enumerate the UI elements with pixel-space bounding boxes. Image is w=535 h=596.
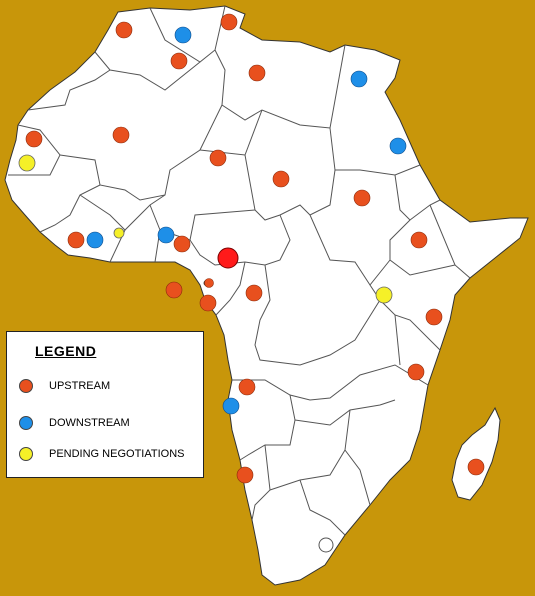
upstream-marker [410, 231, 428, 249]
legend-title: LEGEND [35, 343, 97, 359]
downstream-marker [86, 231, 104, 249]
madagascar [451, 406, 501, 501]
upstream-marker [407, 363, 425, 381]
upstream-marker [467, 458, 485, 476]
upstream-marker [67, 231, 85, 249]
legend-item-pending: PENDING NEGOTIATIONS [19, 446, 184, 462]
legend-item-upstream: UPSTREAM [19, 378, 110, 394]
upstream-dot-icon [19, 379, 33, 393]
upstream-marker [112, 126, 130, 144]
downstream-marker [350, 70, 368, 88]
upstream-marker [25, 130, 43, 148]
pending-marker [113, 227, 125, 239]
upstream-marker [115, 21, 133, 39]
lesotho [318, 537, 334, 553]
legend-label: DOWNSTREAM [49, 417, 130, 429]
downstream-dot-icon [19, 416, 33, 430]
legend-label: UPSTREAM [49, 380, 111, 392]
upstream-marker [220, 13, 238, 31]
downstream-marker [222, 397, 240, 415]
upstream-marker [238, 378, 256, 396]
upstream-marker [425, 308, 443, 326]
highlighted-upstream-marker [217, 247, 239, 269]
legend-label: PENDING NEGOTIATIONS [49, 448, 185, 460]
legend-item-downstream: DOWNSTREAM [19, 415, 130, 431]
upstream-marker [209, 149, 227, 167]
downstream-marker [174, 26, 192, 44]
upstream-markers [25, 13, 485, 484]
pending-marker [18, 154, 36, 172]
upstream-marker [204, 278, 214, 288]
legend-box: LEGEND UPSTREAM DOWNSTREAM PENDING NEGOT… [6, 331, 204, 478]
pending-markers [18, 154, 393, 304]
upstream-marker [236, 466, 254, 484]
upstream-marker [245, 284, 263, 302]
upstream-marker [173, 235, 191, 253]
country-borders [8, 5, 471, 536]
upstream-marker [248, 64, 266, 82]
upstream-marker [170, 52, 188, 70]
upstream-marker [353, 189, 371, 207]
pending-dot-icon [19, 447, 33, 461]
downstream-markers [86, 26, 407, 415]
pending-marker [375, 286, 393, 304]
downstream-marker [389, 137, 407, 155]
upstream-marker [272, 170, 290, 188]
downstream-marker [157, 226, 175, 244]
africa-landmass [4, 5, 529, 586]
upstream-marker [165, 281, 183, 299]
upstream-marker [199, 294, 217, 312]
